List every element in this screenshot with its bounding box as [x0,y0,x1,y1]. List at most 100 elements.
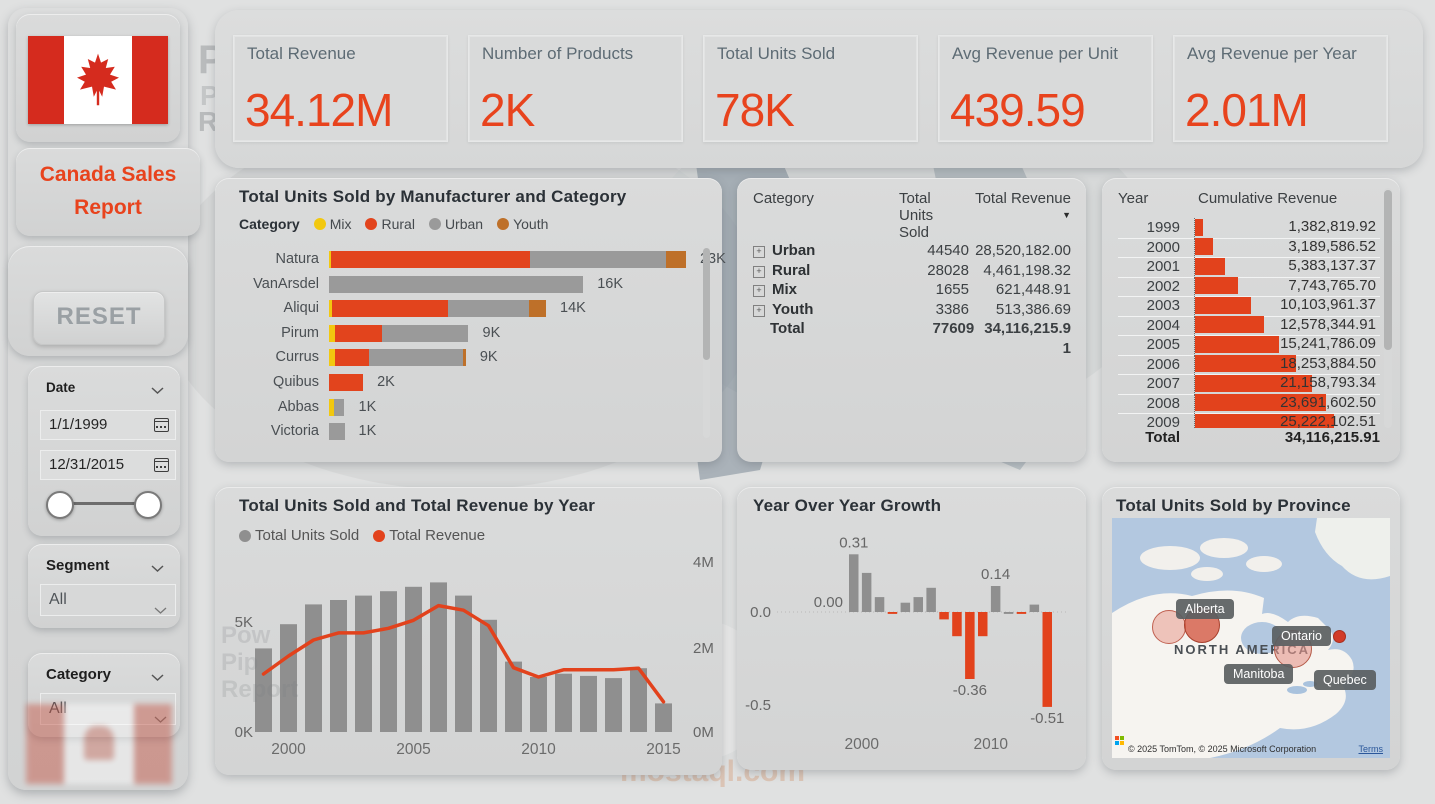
bar-segment-youth[interactable] [666,251,686,268]
reset-button[interactable]: RESET [33,291,165,345]
table-row-2007[interactable]: 2007 21,158,793.34 [1118,374,1380,395]
units-bar-2005[interactable] [405,586,422,732]
units-bar-2002[interactable] [330,600,347,732]
bar-segment-urban[interactable] [529,251,667,268]
yoy-bar-2006[interactable] [926,587,936,612]
chevron-down-icon[interactable] [151,560,164,578]
yoy-bar-2002[interactable] [874,597,885,612]
legend-item-urban[interactable]: Urban [428,216,483,232]
units-bar-2003[interactable] [355,595,372,732]
bar-row-natura[interactable]: Natura 23K [239,250,726,274]
stacked-bar[interactable] [329,324,469,342]
bar-segment-urban[interactable] [368,349,464,367]
matrix-row-youth[interactable]: + Youth 3386 513,386.69 [753,300,1071,320]
units-bar-2004[interactable] [380,591,397,732]
column-header-year[interactable]: Year [1118,190,1149,207]
chevron-down-icon[interactable] [151,669,164,687]
bar-segment-mix[interactable] [329,300,333,318]
scrollbar-track[interactable] [1384,188,1392,428]
yoy-bar-2011[interactable] [990,586,1001,612]
table-row-2005[interactable]: 2005 15,241,786.09 [1118,335,1380,356]
yoy-bar-2008[interactable] [952,612,962,637]
yoy-bar-2001[interactable] [861,572,872,612]
legend-item-youth[interactable]: Youth [497,216,548,232]
map-canvas[interactable]: NORTH AMERICA Alberta Ontario Manitoba Q… [1112,518,1390,758]
bar-segment-urban[interactable] [334,398,345,416]
column-header-cumulative-revenue[interactable]: Cumulative Revenue [1198,190,1338,207]
combo-chart-plot[interactable]: 5K 0K 4M 2M 0M 2000 2005 2010 2015 [215,487,722,775]
column-header[interactable]: Total Revenue ▼ [969,190,1071,241]
yoy-bar-2010[interactable] [978,612,988,637]
date-range-slider[interactable] [46,491,162,519]
bar-segment-urban[interactable] [448,300,529,318]
table-row-2008[interactable]: 2008 23,691,602.50 [1118,393,1380,414]
yoy-bar-2015[interactable] [1042,612,1053,707]
slider-handle-start[interactable] [46,491,74,519]
units-bar-2000[interactable] [280,624,297,732]
yoy-bar-2007[interactable] [939,612,949,620]
revenue-line[interactable] [261,603,666,704]
stacked-bar[interactable] [329,398,345,416]
matrix-row-mix[interactable]: + Mix 1655 621,448.91 [753,280,1071,300]
bar-segment-mix[interactable] [329,349,335,367]
chevron-down-icon[interactable] [151,382,164,400]
units-bar-2015[interactable] [655,703,672,732]
stacked-bar[interactable] [329,423,345,441]
bar-row-victoria[interactable]: Victoria 1K [239,422,682,446]
units-bar-2009[interactable] [505,661,522,732]
scrollbar-thumb[interactable] [703,248,710,360]
units-bar-2006[interactable] [430,582,447,732]
date-start-input[interactable]: 1/1/1999 [40,410,176,440]
bar-segment-mix[interactable] [329,398,335,416]
yoy-bar-2000[interactable] [849,554,859,612]
units-bar-2010[interactable] [530,677,547,732]
legend-item-mix[interactable]: Mix [313,216,351,232]
table-row-2001[interactable]: 2001 5,383,137.37 [1118,257,1380,278]
slider-handle-end[interactable] [134,491,162,519]
stacked-bar[interactable] [329,275,584,293]
yoy-bar-2014[interactable] [1029,604,1040,612]
yoy-bar-2005[interactable] [913,597,924,612]
yoy-chart-plot[interactable]: 0.0 -0.5 0.00 0.31 -0.36 0.14 -0.51 2000 2010 [737,487,1086,770]
map-label-ontario[interactable]: Ontario [1272,626,1331,646]
table-row-2004[interactable]: 2004 12,578,344.91 [1118,315,1380,336]
bar-segment-rural[interactable] [331,251,530,268]
yoy-bar-2009[interactable] [965,612,975,679]
bar-segment-urban[interactable] [329,275,584,293]
units-bar-2011[interactable] [555,673,572,732]
bar-segment-youth[interactable] [528,300,547,318]
bar-segment-urban[interactable] [381,324,469,342]
category-dropdown[interactable]: All [40,693,176,725]
units-bar-2012[interactable] [580,675,597,732]
expand-icon[interactable]: + [753,285,765,297]
table-row-2003[interactable]: 2003 10,103,961.37 [1118,296,1380,317]
bar-segment-urban[interactable] [329,423,345,441]
map-label-quebec[interactable]: Quebec [1314,670,1376,690]
segment-dropdown[interactable]: All [40,584,176,616]
bar-row-aliqui[interactable]: Aliqui 14K [239,299,682,323]
stacked-bar[interactable] [329,251,686,268]
calendar-icon[interactable] [154,418,169,432]
matrix-row-rural[interactable]: + Rural 28028 4,461,198.32 [753,261,1071,281]
matrix-row-urban[interactable]: + Urban 44540 28,520,182.00 [753,241,1071,261]
table-row-2002[interactable]: 2002 7,743,765.70 [1118,276,1380,297]
units-bar-2013[interactable] [605,678,622,732]
yoy-bar-2003[interactable] [887,612,898,614]
legend-item[interactable]: Total Units Sold [239,527,359,544]
bar-segment-rural[interactable] [332,300,449,318]
table-row-2009[interactable]: 2009 25,222,102.51 [1118,413,1380,428]
column-header[interactable]: Category [753,190,814,207]
expand-icon[interactable]: + [753,265,765,278]
units-bar-2007[interactable] [455,595,472,732]
column-header[interactable]: Total Units Sold [899,190,934,241]
bar-segment-mix[interactable] [329,324,336,342]
stacked-bar[interactable] [329,349,466,367]
map-label-alberta[interactable]: Alberta [1176,599,1234,619]
yoy-bar-2012[interactable] [1003,612,1014,614]
legend-item[interactable]: Total Revenue [373,527,485,544]
date-end-input[interactable]: 12/31/2015 [40,450,176,480]
stacked-bar[interactable] [329,374,364,391]
stacked-bar[interactable] [329,300,547,318]
units-bar-2014[interactable] [630,668,647,732]
map-bubble-quebec[interactable] [1333,630,1346,643]
